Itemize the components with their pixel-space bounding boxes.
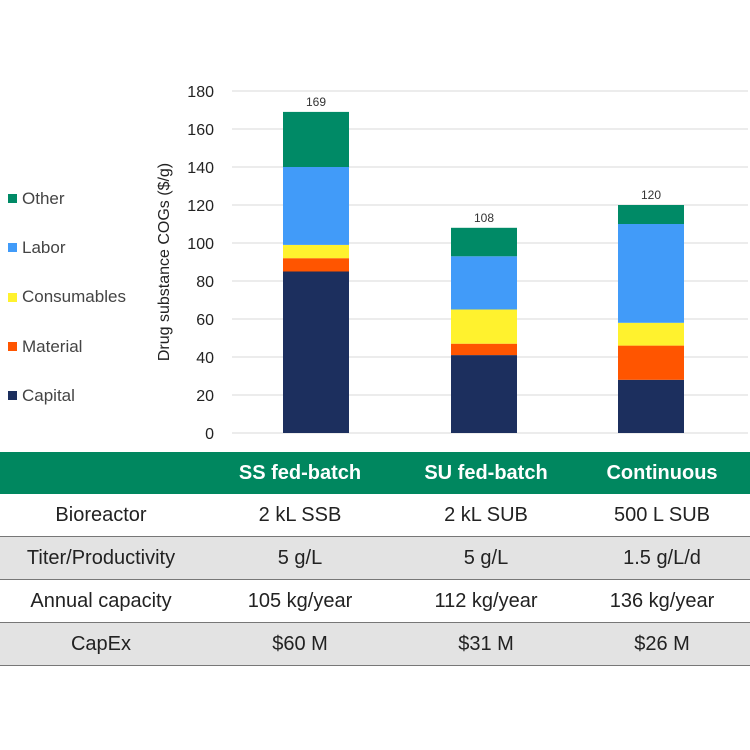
table-cell: $26 M	[574, 622, 750, 666]
y-tick-label: 160	[187, 122, 214, 139]
table-cell: 1.5 g/L/d	[574, 536, 750, 580]
y-tick-label: 80	[196, 274, 214, 291]
legend-item-labor: Labor	[8, 223, 126, 272]
bar-segment-labor	[451, 256, 517, 310]
table-header-row: SS fed-batch SU fed-batch Continuous	[0, 452, 750, 494]
legend-swatch-other	[8, 194, 17, 204]
y-tick-label: 0	[205, 426, 214, 443]
bar-segment-material	[283, 258, 349, 272]
legend-item-consumables: Consumables	[8, 273, 126, 322]
legend-swatch-labor	[8, 243, 17, 253]
table-cell: 2 kL SSB	[202, 494, 398, 537]
chart-legend: Other Labor Consumables Material Capital	[8, 174, 126, 420]
bar-total-label: 169	[306, 95, 326, 109]
legend-item-material: Material	[8, 322, 126, 371]
bar-segment-other	[618, 205, 684, 224]
bar-total-label: 120	[641, 188, 661, 202]
table-cell: $31 M	[398, 622, 574, 666]
bar-segment-consumables	[451, 309, 517, 344]
table-row: Titer/Productivity 5 g/L 5 g/L 1.5 g/L/d	[0, 536, 750, 580]
table-cell: CapEx	[0, 622, 202, 666]
table-cell: 5 g/L	[398, 536, 574, 580]
table-row: CapEx $60 M $31 M $26 M	[0, 622, 750, 666]
table-row: Annual capacity 105 kg/year 112 kg/year …	[0, 579, 750, 623]
bar-segment-capital	[283, 271, 349, 433]
table-cell: Titer/Productivity	[0, 536, 202, 580]
bar-segment-consumables	[618, 322, 684, 346]
table-cell: Bioreactor	[0, 494, 202, 537]
y-tick-label: 100	[187, 236, 214, 253]
legend-label-labor: Labor	[22, 237, 66, 257]
table-cell: 5 g/L	[202, 536, 398, 580]
bar-segment-other	[283, 111, 349, 167]
legend-label-material: Material	[22, 336, 83, 356]
table-cell: 136 kg/year	[574, 579, 750, 623]
y-tick-label: 180	[187, 84, 214, 101]
bar-segment-capital	[618, 379, 684, 433]
y-tick-label: 60	[196, 312, 214, 329]
table-cell: 500 L SUB	[574, 494, 750, 537]
legend-item-other: Other	[8, 174, 126, 223]
table-header-cell	[0, 452, 202, 494]
y-tick-label: 120	[187, 198, 214, 215]
bar-segment-labor	[618, 224, 684, 323]
bar-segment-material	[451, 343, 517, 356]
table-header-cell: Continuous	[574, 452, 750, 494]
table-header-cell: SS fed-batch	[202, 452, 398, 494]
legend-label-other: Other	[22, 188, 65, 208]
y-tick-label: 140	[187, 160, 214, 177]
legend-swatch-material	[8, 342, 17, 352]
bar-segment-material	[618, 345, 684, 380]
bar-segment-capital	[451, 355, 517, 433]
bar-segment-other	[451, 227, 517, 257]
table-header-cell: SU fed-batch	[398, 452, 574, 494]
table-cell: 2 kL SUB	[398, 494, 574, 537]
y-tick-label: 40	[196, 350, 214, 367]
legend-swatch-capital	[8, 391, 17, 401]
table-cell: 112 kg/year	[398, 579, 574, 623]
legend-label-consumables: Consumables	[22, 287, 126, 307]
table-cell: Annual capacity	[0, 579, 202, 623]
legend-label-capital: Capital	[22, 385, 75, 405]
stacked-bar-chart: 0 20 40 60 80 100 120 140 160 180 169 108 120	[187, 84, 748, 443]
bar-segment-consumables	[283, 244, 349, 259]
legend-item-capital: Capital	[8, 371, 126, 420]
y-tick-label: 20	[196, 388, 214, 405]
table-cell: $60 M	[202, 622, 398, 666]
bar-total-label: 108	[474, 211, 494, 225]
bar-segment-labor	[283, 167, 349, 245]
legend-swatch-consumables	[8, 292, 17, 302]
table-row: Bioreactor 2 kL SSB 2 kL SUB 500 L SUB	[0, 494, 750, 537]
table-cell: 105 kg/year	[202, 579, 398, 623]
comparison-table: SS fed-batch SU fed-batch Continuous Bio…	[0, 452, 750, 666]
y-axis-label: Drug substance COGs ($/g)	[156, 162, 173, 362]
